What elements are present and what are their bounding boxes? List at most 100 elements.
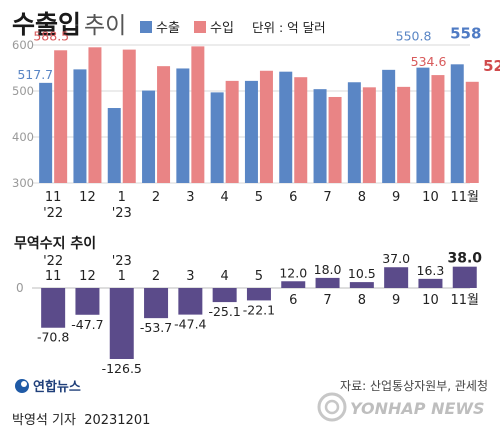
balance-bar-11 xyxy=(418,278,443,288)
x-year-label-2: '23 xyxy=(112,206,132,221)
x-tick-7: 6 xyxy=(289,190,297,205)
import-bar-4 xyxy=(191,46,205,183)
balance-bar-6 xyxy=(246,288,271,301)
import-bar-10 xyxy=(397,86,411,183)
balance-value-12: 38.0 xyxy=(447,251,482,267)
legend-swatch-export xyxy=(140,21,152,33)
balance-value-11: 16.3 xyxy=(417,263,445,278)
legend-swatch-import xyxy=(194,21,206,33)
title-main: 수출입 xyxy=(12,10,81,39)
import-bar-8 xyxy=(328,96,342,183)
balance-month-9: 8 xyxy=(358,293,366,308)
x-tick-2: 1 xyxy=(118,190,126,205)
balance-value-3: -53.7 xyxy=(140,320,172,335)
balance-month-8: 7 xyxy=(323,293,331,308)
export-bar-12 xyxy=(450,64,464,183)
export-bar-1 xyxy=(73,69,87,183)
balance-bar-8 xyxy=(315,277,340,288)
balance-year-0: '22 xyxy=(43,254,63,269)
yonhap-watermark: YONHAP NEWS xyxy=(317,392,485,422)
title-sub: 추이 xyxy=(84,13,126,39)
balance-month-0: 11 xyxy=(45,269,62,284)
data-label-import-0: 588.5 xyxy=(33,28,69,43)
balance-month-10: 9 xyxy=(392,293,400,308)
import-bar-2 xyxy=(122,49,136,183)
balance-bar-5 xyxy=(212,288,237,303)
watermark-globe-icon xyxy=(317,392,347,422)
balance-month-6: 5 xyxy=(255,269,263,284)
unit-label: 단위 : 억 달러 xyxy=(252,20,326,35)
x-tick-1: 12 xyxy=(79,190,96,205)
y-tick-0: 0 xyxy=(16,281,24,295)
export-bar-5 xyxy=(210,92,224,183)
export-bar-11 xyxy=(416,67,430,183)
balance-month-12: 11월 xyxy=(450,293,479,308)
balance-value-9: 10.5 xyxy=(348,266,376,281)
logo-text: 연합뉴스 xyxy=(33,379,81,395)
import-bar-3 xyxy=(157,66,171,183)
balance-year-2: '23 xyxy=(112,254,132,269)
export-import-bars xyxy=(39,46,479,183)
balance-month-2: 1 xyxy=(118,269,126,284)
watermark-globe-inner-icon xyxy=(324,399,340,415)
data-label-import-12: 520 xyxy=(483,57,500,75)
export-bar-8 xyxy=(313,89,327,183)
balance-bar-9 xyxy=(349,282,374,288)
balance-value-8: 18.0 xyxy=(314,262,342,277)
data-label-import-11: 534.6 xyxy=(411,54,447,69)
import-bar-9 xyxy=(362,87,376,183)
balance-month-11: 10 xyxy=(422,293,439,308)
y-tick-600: 600 xyxy=(12,38,34,52)
export-bar-6 xyxy=(244,80,258,183)
yonhap-logo: 연합뉴스 xyxy=(15,379,81,395)
balance-value-2: -126.5 xyxy=(102,361,142,376)
balance-labels: 11'22 -70.8 12 -47.7 1'23 -126.5 2 -53.7 3 -47.4 4… xyxy=(37,251,482,376)
balance-value-1: -47.7 xyxy=(71,317,103,332)
balance-chart-title: 무역수지 추이 xyxy=(14,235,96,252)
x-tick-9: 8 xyxy=(358,190,366,205)
x-tick-4: 3 xyxy=(186,190,194,205)
watermark-text: YONHAP NEWS xyxy=(350,399,485,418)
balance-bar-3 xyxy=(144,288,169,319)
balance-bar-10 xyxy=(384,267,409,288)
legend-label-export: 수출 xyxy=(156,21,180,36)
import-bar-0 xyxy=(54,50,68,183)
export-bar-7 xyxy=(279,71,293,183)
x-year-label-0: '22 xyxy=(43,206,63,221)
byline: 박영석 기자 20231201 xyxy=(12,413,150,428)
balance-bar-7 xyxy=(281,281,306,288)
balance-value-4: -47.4 xyxy=(174,317,206,332)
import-bar-11 xyxy=(431,75,445,183)
balance-month-1: 12 xyxy=(79,269,96,284)
y-tick-300: 300 xyxy=(12,176,34,190)
x-tick-12: 11월 xyxy=(450,190,479,205)
import-bar-12 xyxy=(465,81,479,183)
balance-value-10: 37.0 xyxy=(382,251,410,266)
x-tick-11: 10 xyxy=(422,190,439,205)
export-bar-9 xyxy=(347,82,361,183)
export-import-x-axis: 11'22 12 1'23 2 3 4 5 6 7 8 9 10 11월 xyxy=(43,190,479,221)
export-bar-0 xyxy=(39,82,53,183)
balance-value-7: 12.0 xyxy=(279,265,307,280)
logo-mark-inner-icon xyxy=(21,381,27,387)
data-label-export-11: 550.8 xyxy=(396,29,432,44)
x-tick-8: 7 xyxy=(323,190,331,205)
balance-month-4: 3 xyxy=(186,269,194,284)
export-bar-4 xyxy=(176,68,190,183)
balance-bar-4 xyxy=(178,288,203,315)
import-bar-5 xyxy=(225,80,239,183)
export-bar-2 xyxy=(107,108,121,183)
x-tick-5: 4 xyxy=(221,190,229,205)
source-text: 자료: 산업통상자원부, 관세청 xyxy=(340,379,488,393)
data-label-export-12: 558 xyxy=(450,24,481,42)
balance-month-5: 4 xyxy=(221,269,229,284)
y-tick-500: 500 xyxy=(12,84,34,98)
import-bar-6 xyxy=(259,70,273,183)
export-import-data-labels: 517.7 588.5 550.8 534.6558520 xyxy=(17,24,500,82)
balance-month-3: 2 xyxy=(152,269,160,284)
balance-bar-12 xyxy=(452,266,477,288)
export-bar-10 xyxy=(382,69,396,183)
x-tick-10: 9 xyxy=(392,190,400,205)
balance-bar-1 xyxy=(75,288,100,315)
